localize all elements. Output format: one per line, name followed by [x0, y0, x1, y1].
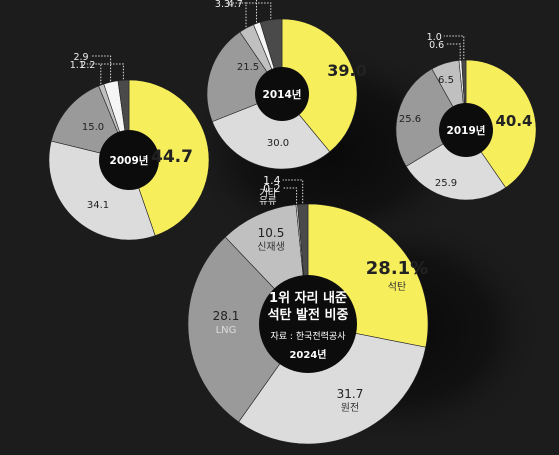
callout-leader: [97, 63, 124, 80]
chart-title-line-2: 석탄 발전 비중: [268, 307, 349, 323]
callout-leader: [232, 2, 247, 28]
callout-value-label: 2.2: [80, 60, 95, 71]
callout-leader: [446, 43, 461, 60]
pie-year-label: 2024년: [289, 348, 326, 361]
pie-slice-lng: [395, 68, 467, 167]
pie-year-label: 2009년: [110, 154, 149, 167]
pie-slice-coal: [128, 79, 210, 236]
pie-chart-2: 2019년 40.4 25.9 25.6 6.5 0.61.0: [395, 32, 537, 201]
callout-value-label: 0.6: [429, 40, 444, 51]
callout-category-label: 기타: [259, 188, 277, 199]
slice-value-label: 39.0: [327, 61, 366, 80]
slice-value-label: 25.6: [399, 114, 421, 125]
slice-value-label: 25.9: [435, 178, 457, 189]
callout-value-label: 3.3: [215, 0, 230, 10]
slice-category-label: 원전: [341, 402, 359, 414]
callout-leader: [90, 55, 112, 82]
callout-value-label: 2.9: [73, 52, 88, 63]
slice-value-label: 28.1: [213, 309, 240, 323]
callout-leader: [244, 2, 272, 19]
callout-value-label: 1.5: [219, 0, 234, 2]
slice-value-label: 28.1%: [366, 258, 428, 279]
slice-value-label: 10.5: [258, 226, 285, 240]
pie-slice-nuclear: [211, 93, 331, 170]
pie-slice-lng: [187, 236, 309, 423]
pie-year-label: 2019년: [447, 124, 486, 137]
slice-category-label: 석탄: [388, 281, 406, 293]
callout-leader: [282, 187, 298, 204]
pie-slice-coal: [465, 59, 537, 189]
callout-value-label: 1.4: [263, 174, 281, 187]
pie-year-label: 2014년: [263, 88, 302, 101]
slice-value-label: 44.7: [151, 147, 193, 167]
callout-leader: [443, 35, 465, 59]
slice-value-label: 40.4: [495, 112, 532, 130]
callout-value-label: 0.2: [263, 182, 281, 195]
callout-category-label: 유류: [259, 196, 277, 207]
slice-category-label: LNG: [216, 325, 237, 336]
callout-leader: [86, 63, 102, 85]
pie-chart-0: 2009년 44.7 34.1 15.0 1.12.92.2: [48, 52, 210, 241]
slice-category-label: 신재생: [257, 241, 285, 253]
callout-value-label: 1.0: [427, 32, 442, 43]
pie-slice-nuclear: [238, 323, 427, 445]
callout-value-label: 4.7: [228, 0, 243, 10]
callout-leader: [282, 179, 304, 204]
chart-source: 자료 : 한국전력공사: [271, 330, 347, 342]
slice-value-label: 34.1: [87, 200, 109, 211]
pie-slice-nuclear: [405, 129, 507, 201]
chart-title-line-1: 1위 자리 내준: [269, 290, 347, 306]
callout-value-label: 1.1: [70, 60, 85, 71]
slice-value-label: 21.5: [237, 62, 259, 73]
slice-value-label: 6.5: [438, 75, 454, 86]
pie-center-hole: [259, 275, 357, 373]
slice-value-label: 30.0: [267, 138, 289, 149]
pie-center-hole: [439, 103, 493, 157]
pie-center-hole: [99, 130, 159, 190]
pie-center-hole: [255, 67, 309, 121]
pie-slice-coal: [281, 18, 358, 153]
callout-leader: [256, 0, 257, 23]
pie-chart-1: 2014년 39.0 30.0 21.5 3.31.54.7: [206, 0, 367, 170]
slice-value-label: 15.0: [82, 122, 104, 133]
slice-value-label: 31.7: [337, 387, 364, 401]
